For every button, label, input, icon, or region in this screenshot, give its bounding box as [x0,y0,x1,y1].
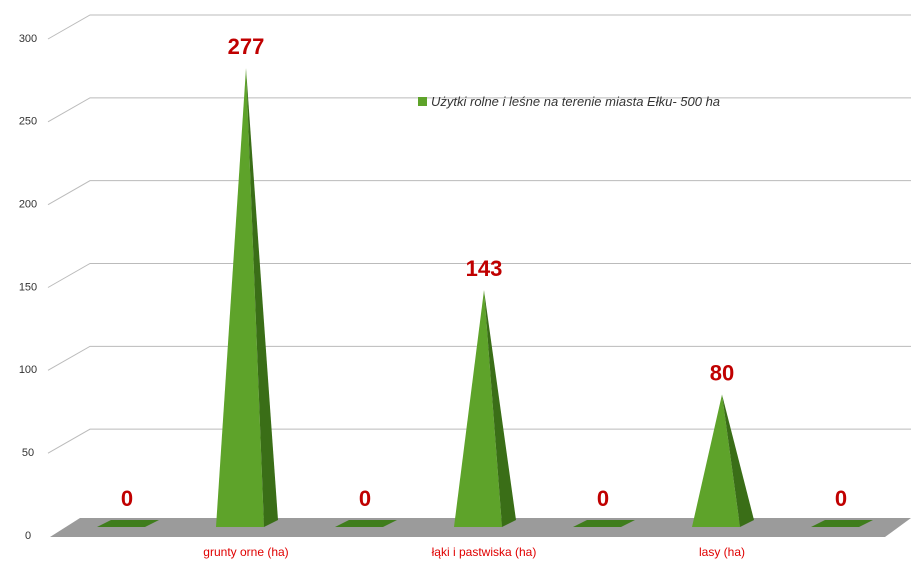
grid-line [47,14,911,40]
data-label: 0 [597,486,609,511]
data-label: 0 [121,486,133,511]
pyramid [97,520,159,527]
data-label: 80 [710,360,734,385]
legend: Użytki rolne i leśne na terenie miasta E… [418,92,798,111]
data-label: 0 [359,486,371,511]
pyramid [216,68,264,527]
y-tick-label: 50 [22,447,34,459]
legend-swatch [418,97,427,106]
pyramid-side [246,68,278,527]
legend-label: Użytki rolne i leśne na terenie miasta E… [431,94,721,109]
pyramid [573,520,635,527]
pyramid [811,520,873,527]
y-tick-label: 300 [19,33,37,45]
pyramid-side [722,394,754,527]
pyramid-side [484,290,516,527]
data-label: 143 [466,256,503,281]
y-tick-label: 150 [19,281,37,293]
grid-line [47,345,911,371]
x-tick-label: lasy (ha) [698,545,745,559]
y-tick-label: 200 [19,199,37,211]
y-tick-label: 250 [19,116,37,128]
x-tick-label: grunty orne (ha) [203,545,289,559]
grid-line [47,97,911,123]
data-label: 277 [228,34,265,59]
grid-line [47,180,911,206]
pyramid [335,520,397,527]
pyramid [692,394,740,527]
pyramid [454,290,502,527]
grid-line [47,263,911,288]
grid-line [47,428,911,454]
data-label: 0 [835,486,847,511]
y-tick-label: 0 [25,530,31,542]
x-tick-label: łąki i pastwiska (ha) [431,545,537,559]
y-tick-label: 100 [19,364,37,376]
